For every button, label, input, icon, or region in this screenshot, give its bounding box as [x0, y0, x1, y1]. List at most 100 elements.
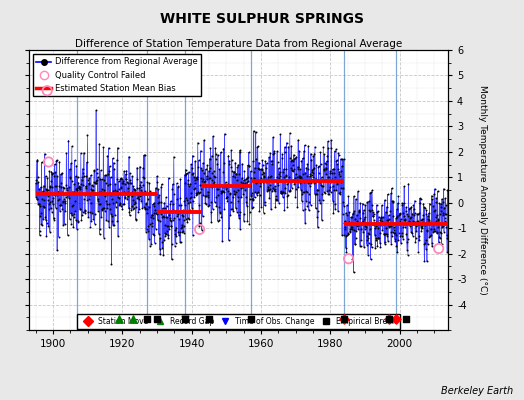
Point	[348, 256, 357, 262]
Point	[77, 206, 85, 212]
Point	[262, 177, 270, 184]
Point	[306, 171, 314, 178]
Point	[240, 210, 248, 217]
Point	[233, 208, 241, 215]
Point	[197, 165, 205, 171]
Point	[52, 157, 60, 164]
Point	[260, 174, 268, 180]
Point	[431, 214, 440, 220]
Point	[433, 229, 442, 235]
Point	[400, 183, 408, 190]
Point	[340, 315, 348, 322]
Point	[169, 201, 177, 208]
Point	[278, 190, 286, 196]
Point	[406, 220, 414, 226]
Point	[307, 150, 315, 157]
Point	[236, 179, 245, 185]
Point	[365, 231, 374, 237]
Point	[150, 232, 159, 239]
Point	[387, 240, 395, 247]
Point	[43, 88, 51, 94]
Point	[326, 189, 335, 195]
Point	[265, 154, 273, 160]
Point	[200, 137, 208, 143]
Point	[374, 208, 382, 214]
Point	[385, 223, 394, 229]
Point	[235, 209, 244, 216]
Point	[319, 144, 328, 150]
Point	[355, 208, 363, 214]
Point	[291, 155, 299, 161]
Point	[278, 151, 287, 157]
Point	[199, 176, 208, 182]
Point	[184, 181, 192, 187]
Point	[340, 156, 348, 162]
Point	[418, 216, 427, 222]
Point	[402, 204, 410, 210]
Point	[362, 221, 370, 227]
Point	[317, 177, 325, 184]
Point	[338, 156, 346, 162]
Point	[173, 184, 182, 190]
Point	[417, 196, 425, 202]
Point	[279, 188, 288, 195]
Point	[305, 191, 313, 198]
Point	[184, 200, 193, 206]
Point	[137, 178, 145, 185]
Point	[286, 188, 294, 194]
Point	[287, 167, 296, 173]
Point	[331, 206, 340, 212]
Point	[71, 198, 80, 204]
Point	[377, 222, 385, 228]
Point	[225, 190, 234, 196]
Point	[409, 211, 418, 218]
Point	[216, 209, 224, 216]
Point	[176, 229, 184, 235]
Point	[83, 196, 91, 203]
Point	[346, 226, 355, 232]
Point	[318, 217, 326, 223]
Point	[170, 154, 178, 160]
Point	[394, 213, 402, 219]
Point	[143, 179, 151, 185]
Point	[209, 206, 217, 212]
Point	[62, 182, 70, 188]
Point	[160, 205, 169, 212]
Point	[420, 204, 429, 211]
Point	[245, 149, 253, 156]
Point	[268, 158, 276, 164]
Point	[236, 148, 245, 155]
Point	[231, 190, 239, 197]
Point	[293, 177, 301, 184]
Point	[203, 193, 212, 200]
Point	[230, 188, 238, 194]
Point	[342, 249, 351, 255]
Point	[171, 243, 179, 249]
Point	[227, 206, 235, 212]
Point	[332, 157, 341, 164]
Point	[374, 224, 383, 231]
Point	[55, 159, 63, 165]
Point	[76, 186, 84, 192]
Point	[259, 179, 267, 186]
Point	[172, 224, 180, 231]
Point	[32, 158, 41, 164]
Point	[223, 194, 232, 200]
Point	[371, 245, 379, 251]
Point	[335, 173, 344, 179]
Point	[334, 208, 342, 214]
Point	[361, 202, 369, 208]
Point	[326, 168, 334, 174]
Point	[416, 200, 424, 206]
Point	[49, 201, 57, 207]
Point	[424, 210, 433, 216]
Point	[180, 198, 189, 204]
Point	[408, 230, 416, 236]
Point	[389, 226, 398, 233]
Point	[161, 230, 169, 236]
Point	[346, 228, 354, 234]
Point	[370, 220, 378, 226]
Point	[215, 204, 223, 210]
Point	[199, 192, 208, 198]
Point	[356, 242, 365, 249]
